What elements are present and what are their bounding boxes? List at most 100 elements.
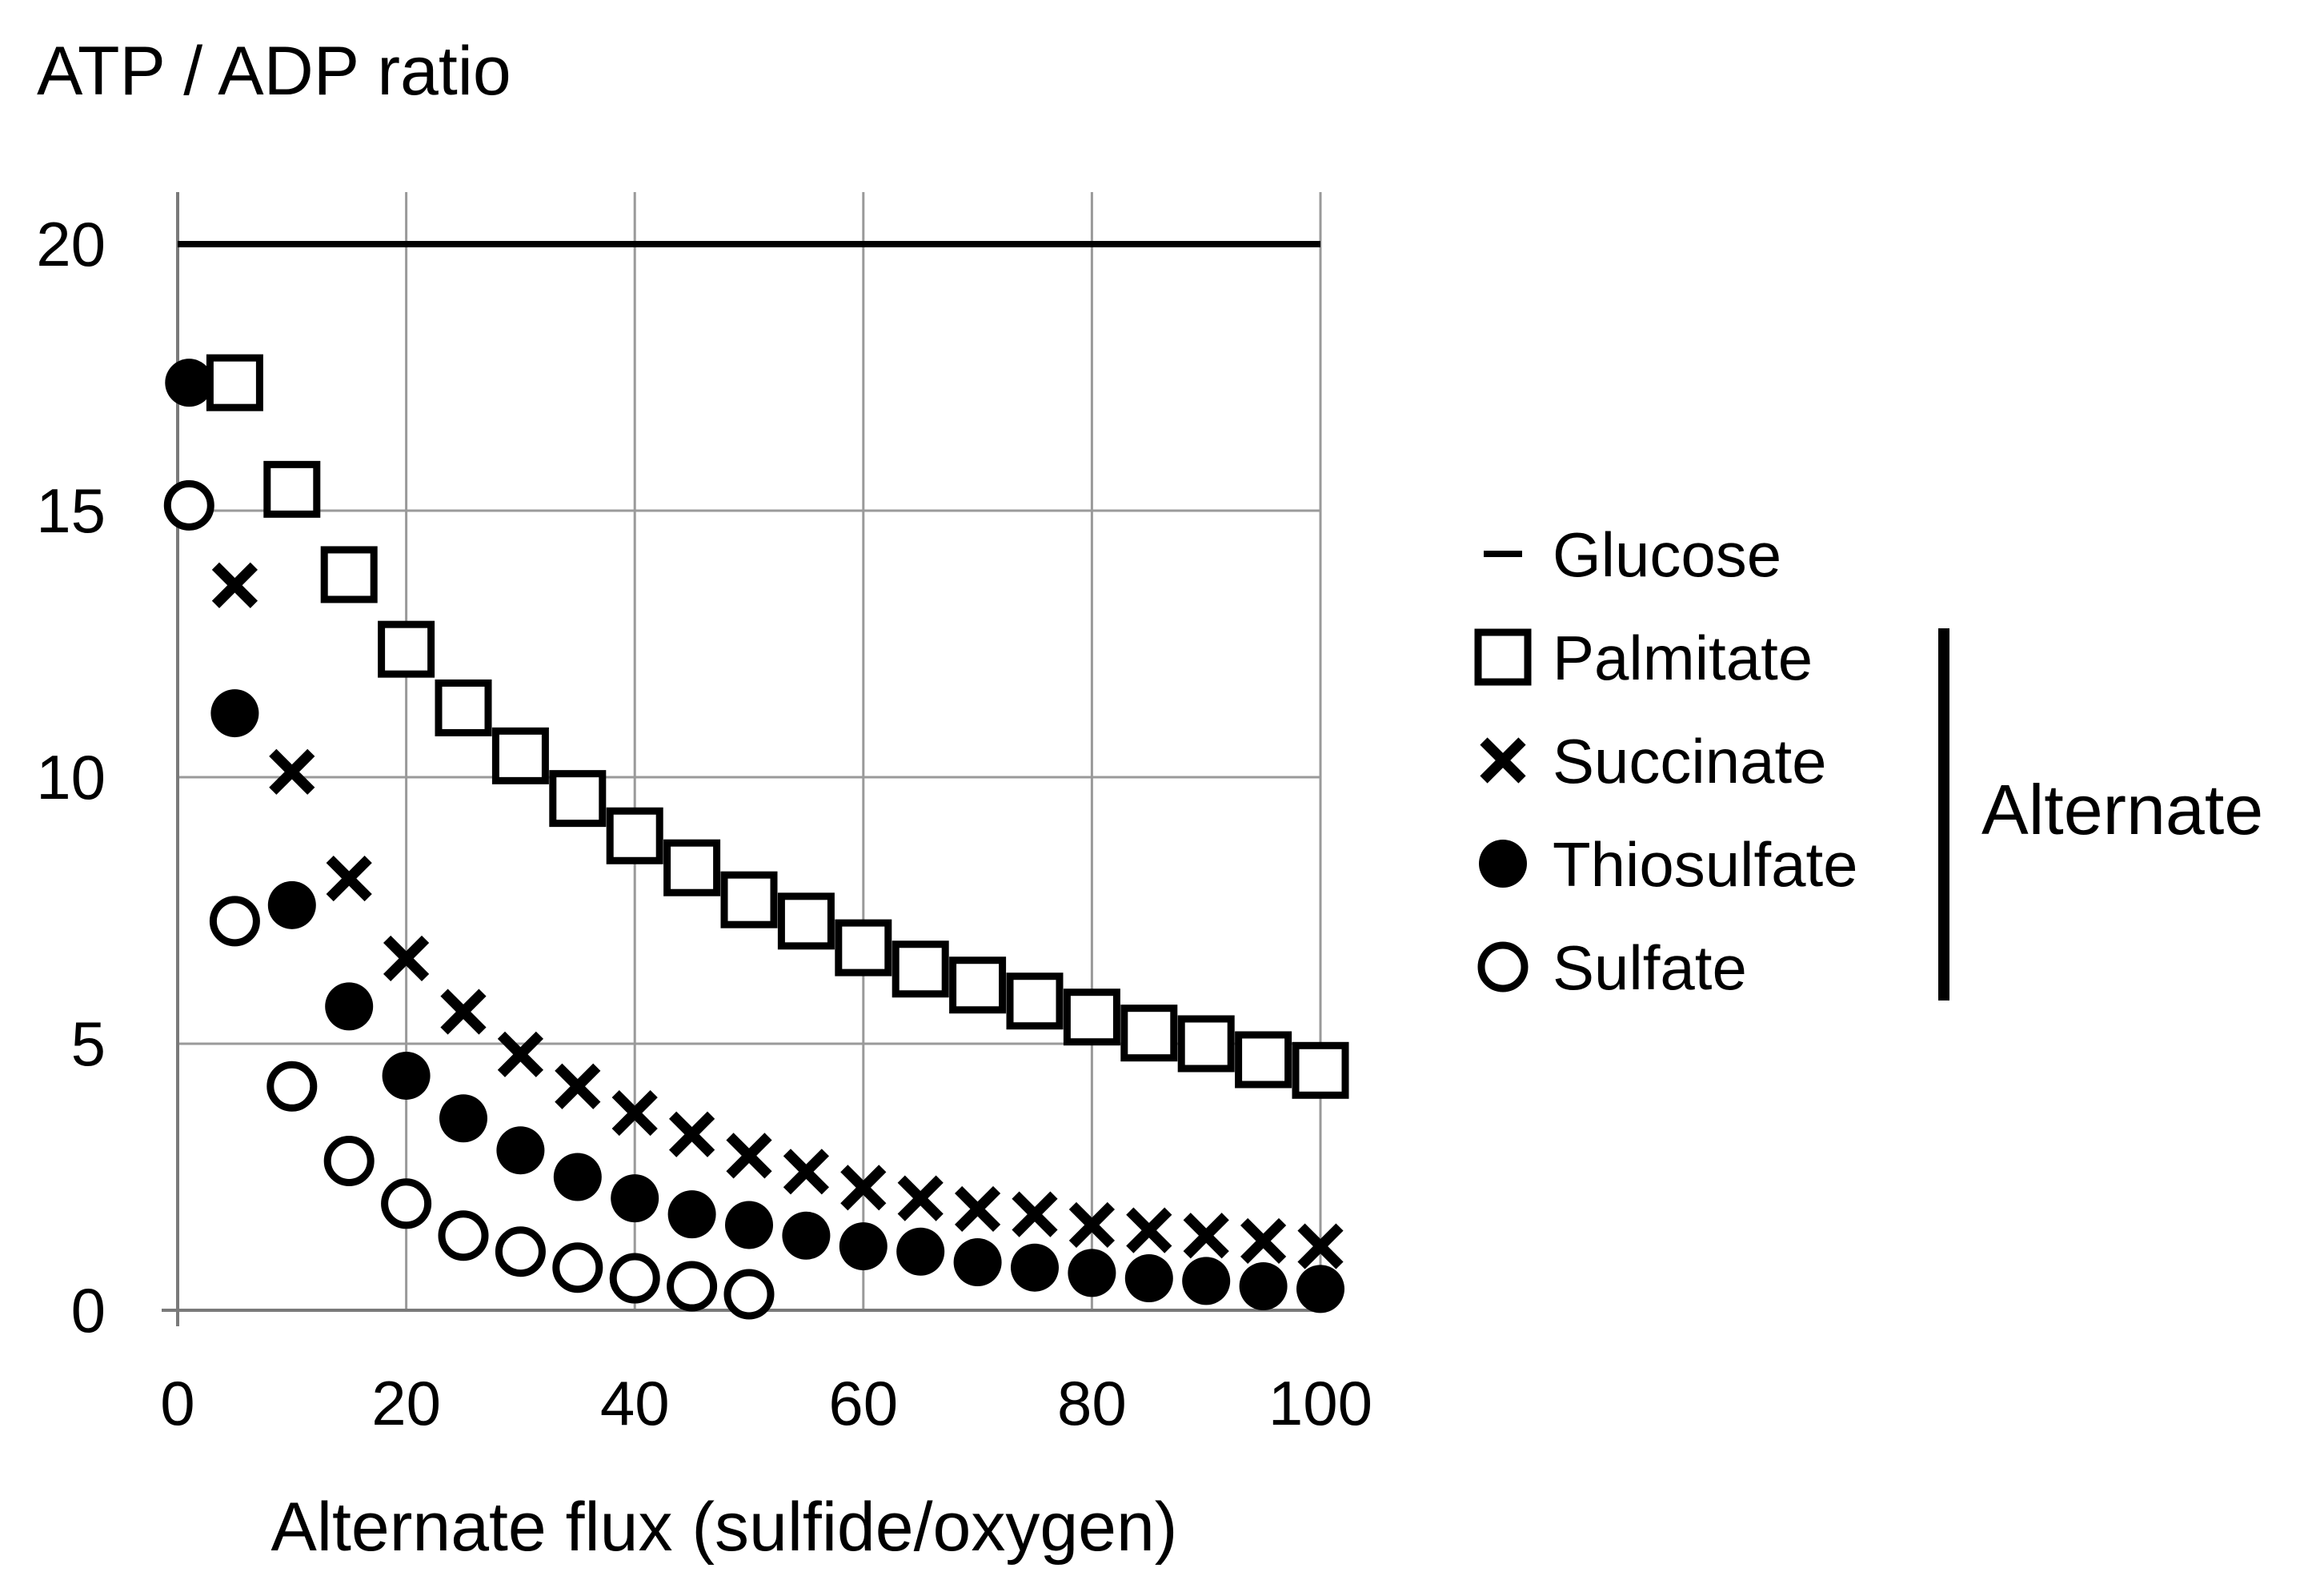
succinate-point bbox=[497, 1031, 543, 1077]
series-palmitate bbox=[206, 354, 1349, 1099]
succinate-point-stroke bbox=[555, 1063, 601, 1109]
succinate-point bbox=[555, 1063, 601, 1109]
succinate-point-stroke bbox=[326, 855, 372, 902]
palmitate-point bbox=[777, 892, 835, 950]
x-tick-label: 0 bbox=[160, 1368, 194, 1438]
succinate-point bbox=[326, 855, 372, 902]
thiosulfate-point bbox=[1296, 1265, 1344, 1313]
palmitate-point bbox=[1235, 1031, 1292, 1089]
succinate-point-stroke bbox=[269, 748, 315, 795]
succinate-point bbox=[840, 1165, 887, 1211]
succinate-point-stroke bbox=[726, 1133, 772, 1179]
palmitate-point bbox=[1006, 972, 1064, 1030]
legend-marker-sulfate bbox=[1477, 941, 1529, 992]
palmitate-point bbox=[263, 460, 321, 518]
x-tick-label: 60 bbox=[828, 1368, 898, 1438]
sulfate-point bbox=[667, 1261, 718, 1312]
legend-item-succinate: Succinate bbox=[1480, 726, 1827, 796]
legend-label-thiosulfate: Thiosulfate bbox=[1553, 829, 1858, 900]
legend-label-palmitate: Palmitate bbox=[1553, 623, 1813, 693]
succinate-point-stroke bbox=[840, 1165, 887, 1211]
y-tick-label: 15 bbox=[36, 475, 106, 546]
sulfate-point bbox=[209, 896, 260, 947]
succinate-point-stroke bbox=[1240, 1217, 1287, 1265]
succinate-point-stroke bbox=[1183, 1213, 1229, 1259]
thiosulfate-point bbox=[496, 1126, 545, 1175]
group-label: Alternate bbox=[1981, 770, 2263, 849]
thiosulfate-point bbox=[382, 1051, 431, 1100]
y-axis-title: ATP / ADP ratio bbox=[37, 33, 511, 110]
thiosulfate-point bbox=[782, 1211, 831, 1260]
palmitate-point bbox=[320, 546, 378, 604]
thiosulfate-point bbox=[1239, 1262, 1288, 1311]
succinate-point-stroke bbox=[783, 1149, 829, 1195]
thiosulfate-point bbox=[1124, 1254, 1173, 1303]
series-succinate bbox=[211, 562, 1344, 1269]
y-tick-label: 10 bbox=[36, 742, 106, 812]
x-axis-title: Alternate flux (sulfide/oxygen) bbox=[271, 1489, 1178, 1566]
palmitate-point bbox=[663, 839, 721, 896]
thiosulfate-point bbox=[1182, 1257, 1231, 1305]
palmitate-point bbox=[378, 620, 435, 678]
palmitate-point bbox=[835, 919, 892, 976]
x-tick-label: 40 bbox=[600, 1368, 670, 1438]
thiosulfate-point bbox=[725, 1201, 773, 1249]
succinate-point bbox=[611, 1089, 658, 1137]
legend-item-sulfate: Sulfate bbox=[1477, 932, 1747, 1003]
sulfate-point bbox=[552, 1242, 603, 1293]
sulfate-point bbox=[323, 1136, 375, 1187]
legend-label-succinate: Succinate bbox=[1553, 726, 1827, 796]
axes: 0 20 40 60 80 100 0 5 10 15 20 bbox=[36, 192, 1372, 1438]
x-tick-label: 20 bbox=[371, 1368, 441, 1438]
legend-item-thiosulfate: Thiosulfate bbox=[1479, 829, 1858, 900]
sulfate-point bbox=[609, 1253, 660, 1304]
succinate-point-stroke bbox=[497, 1031, 543, 1077]
succinate-point bbox=[1183, 1213, 1229, 1259]
thiosulfate-point bbox=[267, 880, 316, 929]
palmitate-point bbox=[491, 727, 549, 784]
legend-item-glucose: Glucose bbox=[1484, 519, 1781, 590]
thiosulfate-point bbox=[439, 1094, 487, 1143]
legend-marker-palmitate bbox=[1474, 628, 1532, 686]
legend-label-sulfate: Sulfate bbox=[1553, 932, 1747, 1003]
sulfate-point bbox=[381, 1178, 432, 1229]
succinate-point-stroke bbox=[611, 1089, 658, 1137]
thiosulfate-point bbox=[210, 689, 259, 738]
sulfate-point bbox=[723, 1269, 775, 1320]
thiosulfate-point bbox=[611, 1174, 659, 1223]
succinate-point bbox=[897, 1175, 944, 1221]
succinate-point bbox=[211, 562, 258, 608]
sulfate-point bbox=[495, 1226, 546, 1277]
succinate-point-stroke bbox=[1012, 1191, 1058, 1237]
succinate-point bbox=[383, 935, 430, 982]
legend-label-glucose: Glucose bbox=[1553, 519, 1781, 590]
axis-labels: ATP / ADP ratio Alternate flux (sulfide/… bbox=[37, 33, 1177, 1566]
palmitate-point bbox=[549, 770, 607, 828]
succinate-point-stroke bbox=[1068, 1201, 1115, 1249]
succinate-point-stroke bbox=[440, 988, 487, 1035]
succinate-point bbox=[1012, 1191, 1058, 1237]
y-tick-label: 5 bbox=[71, 1009, 106, 1079]
series-layer bbox=[163, 241, 1349, 1320]
palmitate-point bbox=[206, 354, 263, 411]
succinate-point bbox=[726, 1133, 772, 1179]
palmitate-point bbox=[1063, 988, 1120, 1046]
legend-marker-succinate-stroke bbox=[1480, 737, 1526, 784]
thiosulfate-point bbox=[325, 982, 374, 1031]
y-tick-label: 0 bbox=[71, 1275, 106, 1345]
thiosulfate-point bbox=[165, 359, 214, 407]
thiosulfate-point bbox=[1068, 1249, 1116, 1297]
palmitate-point bbox=[1292, 1041, 1349, 1099]
palmitate-point bbox=[892, 940, 949, 998]
succinate-point bbox=[269, 748, 315, 795]
succinate-point-stroke bbox=[383, 935, 430, 982]
succinate-point-stroke bbox=[669, 1111, 715, 1157]
thiosulfate-point bbox=[667, 1190, 716, 1239]
sulfate-point bbox=[438, 1210, 489, 1261]
palmitate-point bbox=[1177, 1015, 1235, 1073]
succinate-point bbox=[783, 1149, 829, 1195]
thiosulfate-point bbox=[839, 1222, 888, 1271]
succinate-point-stroke bbox=[1297, 1223, 1344, 1269]
legend-marker-succinate bbox=[1480, 737, 1526, 784]
thiosulfate-point bbox=[553, 1153, 602, 1201]
